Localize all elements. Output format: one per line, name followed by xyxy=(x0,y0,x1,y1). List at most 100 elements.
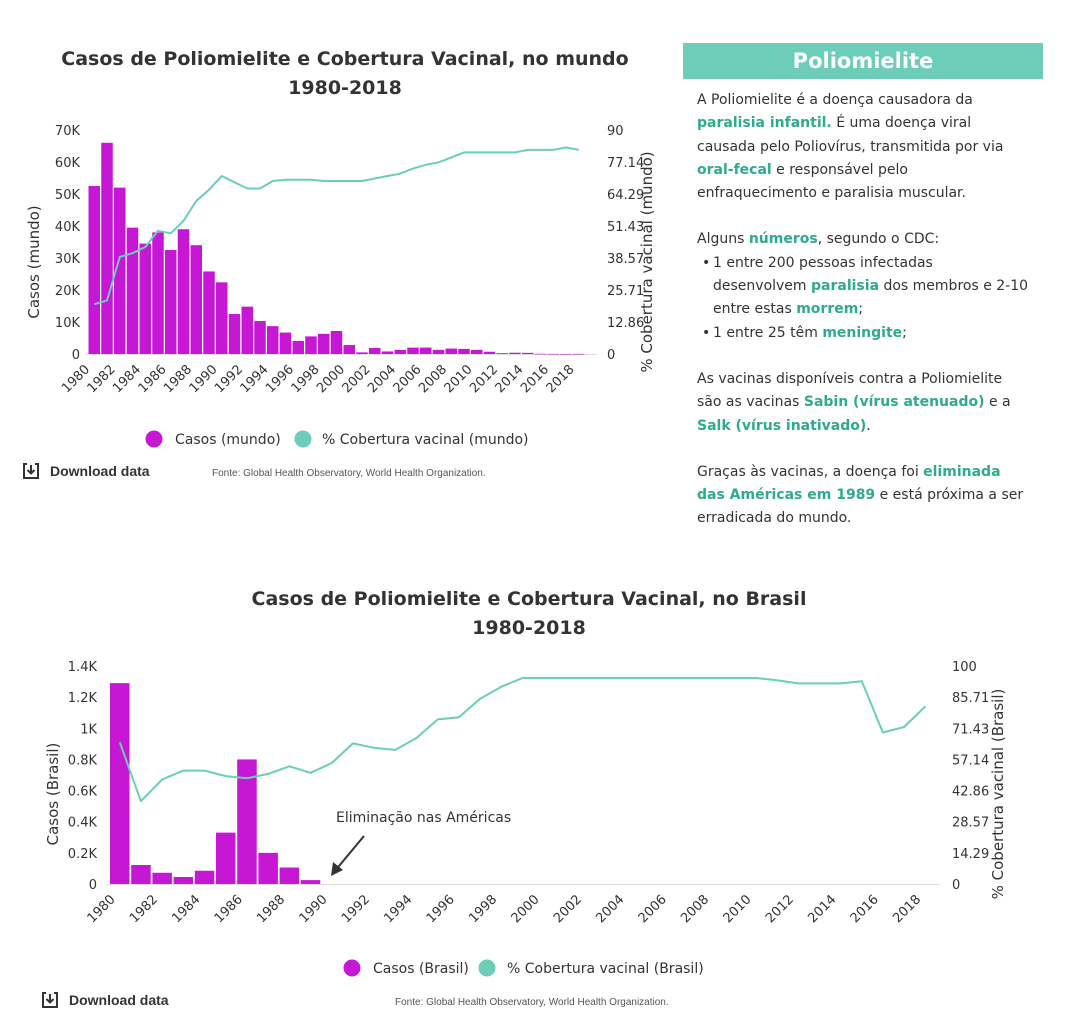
bar[interactable] xyxy=(356,352,368,354)
legend-marker-coverage xyxy=(478,959,496,977)
bar[interactable] xyxy=(131,865,151,884)
bar[interactable] xyxy=(101,142,113,354)
bar[interactable] xyxy=(152,232,164,354)
coverage-line[interactable] xyxy=(118,677,927,803)
bar[interactable] xyxy=(394,349,407,354)
legend-label-cases[interactable]: Casos (Brasil) xyxy=(373,961,469,977)
bar[interactable] xyxy=(267,326,279,354)
bar[interactable] xyxy=(216,282,228,354)
bar[interactable] xyxy=(330,330,343,354)
bar[interactable] xyxy=(522,352,534,354)
coverage-line[interactable] xyxy=(94,146,579,306)
y-tick-label: 30K xyxy=(55,252,81,267)
info-highlight: números xyxy=(748,231,818,248)
bar[interactable] xyxy=(152,872,172,884)
info-highlight: oral-fecal xyxy=(697,161,772,178)
bar[interactable] xyxy=(165,250,177,354)
bar[interactable] xyxy=(560,353,572,355)
bar[interactable] xyxy=(381,351,394,354)
x-tick-label: 2018 xyxy=(890,892,924,926)
bar[interactable] xyxy=(432,349,445,354)
bar[interactable] xyxy=(279,332,292,354)
bar[interactable] xyxy=(254,321,266,354)
x-tick-label: 2016 xyxy=(848,892,882,926)
info-paragraph-2: Alguns números, segundo o CDC: xyxy=(697,228,1029,251)
bar[interactable] xyxy=(190,245,203,354)
bar[interactable] xyxy=(177,229,190,354)
bar[interactable] xyxy=(292,340,305,354)
bar[interactable] xyxy=(258,852,278,884)
x-tick-label: 1996 xyxy=(424,892,458,926)
info-list: 1 entre 200 pessoas infectadas desenvolv… xyxy=(697,252,1029,345)
bar[interactable] xyxy=(343,345,356,354)
x-tick-label: 2014 xyxy=(493,362,527,396)
bar[interactable] xyxy=(173,876,194,884)
bar[interactable] xyxy=(241,306,254,354)
annotation: Eliminação nas Américas xyxy=(331,810,511,876)
list-item: 1 entre 25 têm meningite; xyxy=(702,322,1029,346)
bar[interactable] xyxy=(547,353,560,355)
bar[interactable] xyxy=(114,187,126,354)
bar[interactable] xyxy=(445,348,458,354)
bar[interactable] xyxy=(216,832,236,884)
info-text: , segundo o CDC: xyxy=(817,231,940,248)
bar[interactable] xyxy=(471,349,483,354)
bar[interactable] xyxy=(534,353,547,355)
bar[interactable] xyxy=(126,227,139,354)
y-tick-label: 70K xyxy=(55,124,81,139)
bar[interactable] xyxy=(139,243,152,354)
chart-subtitle: 1980-2018 xyxy=(288,77,402,99)
info-text: e responsável pelo enfraquecimento e par… xyxy=(697,161,966,202)
download-data-button[interactable]: Download data xyxy=(41,991,169,1009)
bar[interactable] xyxy=(237,759,257,884)
info-text: dos membros e 2-10 entre estas xyxy=(713,278,1029,318)
info-text: . xyxy=(866,417,871,434)
y2-axis-label: % Cobertura vacinal (mundo) xyxy=(638,151,656,372)
legend-marker-coverage xyxy=(294,430,312,448)
bar[interactable] xyxy=(496,353,509,354)
legend-label-coverage[interactable]: % Cobertura vacinal (mundo) xyxy=(322,432,529,448)
bar[interactable] xyxy=(279,867,300,884)
bar[interactable] xyxy=(203,271,215,354)
bar[interactable] xyxy=(318,333,330,354)
y2-tick-label: 38.57 xyxy=(607,252,644,267)
x-tick-label: 2000 xyxy=(314,362,348,396)
bar[interactable] xyxy=(509,352,521,354)
bar[interactable] xyxy=(369,347,381,354)
info-text: Graças às vacinas, a doença foi xyxy=(697,463,924,480)
legend-marker-cases xyxy=(343,959,361,977)
bar[interactable] xyxy=(110,683,130,884)
source-note: Fonte: Global Health Observatory, World … xyxy=(212,468,486,479)
download-label: Download data xyxy=(50,463,150,479)
bar[interactable] xyxy=(305,336,317,354)
bar[interactable] xyxy=(228,314,241,354)
x-tick-label: 1990 xyxy=(297,892,331,926)
legend-label-cases[interactable]: Casos (mundo) xyxy=(175,432,281,448)
bar[interactable] xyxy=(300,880,321,884)
bar[interactable] xyxy=(194,870,215,884)
chart-brasil: Casos de Poliomielite e Cobertura Vacina… xyxy=(44,588,1007,1008)
info-text: 1 entre 200 pessoas infectadas desenvolv… xyxy=(713,254,933,295)
bar[interactable] xyxy=(483,351,496,354)
bar[interactable] xyxy=(458,348,470,354)
x-tick-label: 1986 xyxy=(212,892,246,926)
y2-tick-label: 90 xyxy=(607,124,624,139)
info-title: Poliomielite xyxy=(683,43,1043,79)
x-tick-label: 1992 xyxy=(212,362,246,396)
chart-title: Casos de Poliomielite e Cobertura Vacina… xyxy=(61,48,628,70)
bar[interactable] xyxy=(407,347,419,354)
bar[interactable] xyxy=(88,186,101,354)
info-paragraph-3: As vacinas disponíveis contra a Poliomie… xyxy=(697,368,1029,438)
legend-label-coverage[interactable]: % Cobertura vacinal (Brasil) xyxy=(507,961,704,977)
x-tick-label: 1998 xyxy=(466,892,500,926)
info-text: 1 entre 25 têm xyxy=(713,324,823,341)
y2-tick-label: 28.57 xyxy=(952,816,989,831)
download-data-button[interactable]: Download data xyxy=(22,462,150,480)
info-text: A Poliomielite é a doença causadora da xyxy=(697,92,973,108)
x-tick-label: 1994 xyxy=(381,892,415,926)
info-highlight: paralisia xyxy=(811,278,880,295)
info-paragraph-1: A Poliomielite é a doença causadora da p… xyxy=(697,89,1029,205)
y2-tick-label: 77.14 xyxy=(607,156,644,171)
bar[interactable] xyxy=(420,347,432,354)
bar[interactable] xyxy=(573,353,585,355)
